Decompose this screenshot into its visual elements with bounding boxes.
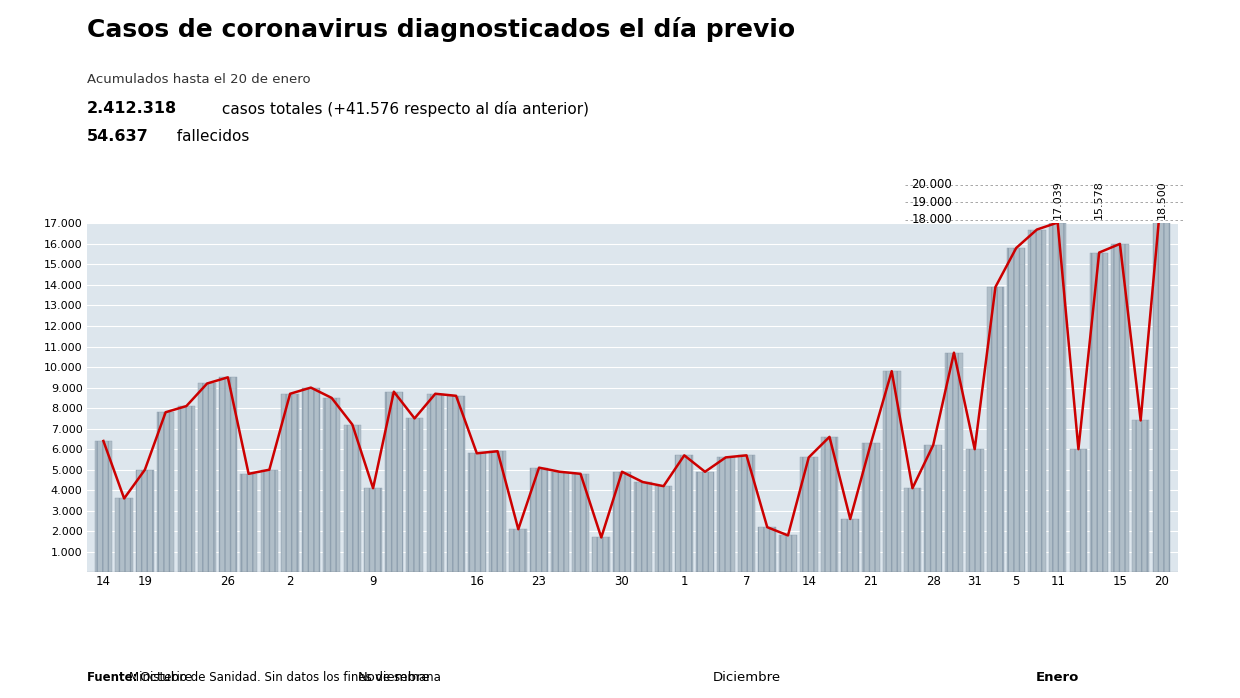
Bar (779, 535, 797, 572)
Bar (904, 488, 921, 572)
Bar (1007, 248, 1025, 572)
Bar (136, 470, 154, 572)
Text: 18.000: 18.000 (911, 214, 952, 226)
Bar (987, 287, 1004, 572)
Text: Diciembre: Diciembre (713, 671, 780, 684)
Bar (1090, 253, 1109, 572)
Text: 19.000: 19.000 (911, 196, 952, 209)
Bar (634, 482, 651, 572)
Bar (945, 352, 962, 572)
Bar (572, 474, 589, 572)
Text: 54.637: 54.637 (87, 129, 149, 144)
Bar (427, 394, 444, 572)
Bar (759, 527, 776, 572)
Text: 2.412.318: 2.412.318 (87, 101, 177, 116)
Bar (1028, 230, 1045, 572)
Text: Octubre: Octubre (139, 671, 192, 684)
Bar (343, 424, 361, 572)
Bar (696, 472, 714, 572)
Text: Acumulados hasta el 20 de enero: Acumulados hasta el 20 de enero (87, 73, 310, 87)
Bar (655, 486, 672, 572)
Bar (1153, 193, 1171, 572)
Bar (1132, 420, 1149, 572)
Bar (384, 392, 403, 572)
Bar (862, 443, 880, 572)
Text: Fuente:: Fuente: (87, 671, 141, 684)
Text: 17.039: 17.039 (1053, 180, 1063, 219)
Bar (676, 455, 693, 572)
Bar (800, 457, 817, 572)
Text: casos totales (+41.576 respecto al día anterior): casos totales (+41.576 respecto al día a… (217, 101, 589, 117)
Bar (467, 453, 486, 572)
Bar (198, 383, 216, 572)
Bar (1111, 244, 1128, 572)
Bar (239, 474, 258, 572)
Bar (821, 437, 838, 572)
Text: Casos de coronavirus diagnosticados el día previo: Casos de coronavirus diagnosticados el d… (87, 17, 795, 43)
Bar (489, 451, 506, 572)
Bar (405, 418, 423, 572)
Bar (260, 470, 278, 572)
Bar (842, 519, 859, 572)
Bar (219, 378, 237, 572)
Bar (614, 472, 631, 572)
Bar (510, 529, 527, 572)
Text: 18.500: 18.500 (1157, 181, 1167, 219)
Bar (115, 498, 133, 572)
Bar (94, 441, 112, 572)
Bar (177, 406, 195, 572)
Text: 20.000: 20.000 (911, 179, 952, 191)
Bar (531, 468, 548, 572)
Bar (717, 457, 734, 572)
Bar (322, 398, 341, 572)
Bar (448, 396, 465, 572)
Bar (281, 394, 299, 572)
Bar (1049, 223, 1066, 572)
Bar (593, 537, 610, 572)
Bar (156, 413, 175, 572)
Bar (738, 455, 755, 572)
Text: Enero: Enero (1035, 671, 1079, 684)
Text: fallecidos: fallecidos (167, 129, 249, 144)
Bar (966, 450, 983, 572)
Bar (1070, 450, 1087, 572)
Text: Noviembre: Noviembre (357, 671, 430, 684)
Text: 15.578: 15.578 (1094, 180, 1104, 219)
Bar (883, 371, 900, 572)
Bar (365, 488, 382, 572)
Text: Ministerio de Sanidad. Sin datos los fines de semana: Ministerio de Sanidad. Sin datos los fin… (129, 671, 441, 684)
Bar (303, 387, 320, 572)
Bar (551, 472, 569, 572)
Bar (924, 445, 942, 572)
